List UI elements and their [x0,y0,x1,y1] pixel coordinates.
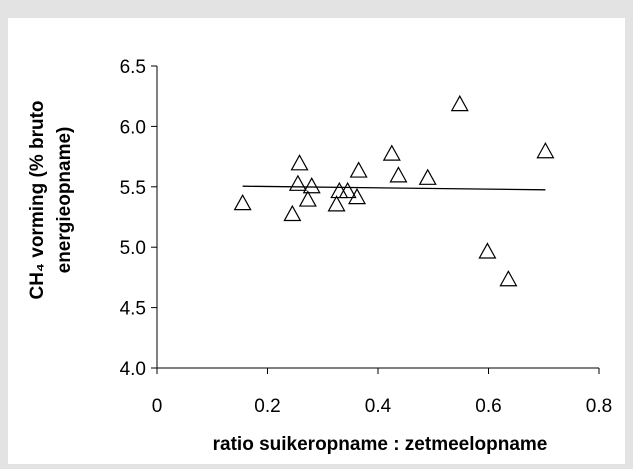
axes [151,65,600,374]
data-point [327,195,346,212]
data-point [478,242,497,259]
data-point [389,166,408,183]
tick-labels: 4.0 4.5 5.0 5.5 6.0 6.5 0 0.2 0.4 0.6 0.8 [120,57,613,417]
data-point [283,204,302,222]
y-axis-title-line2: energieopname) [54,127,75,274]
x-tick-label: 0.4 [365,396,392,417]
y-tick-label: 5.0 [120,238,146,259]
data-point [298,190,317,207]
data-point [382,144,401,161]
data-point [290,154,309,171]
x-tick-label: 0.6 [475,396,501,417]
y-tick-label: 6.5 [120,57,146,78]
data-point [536,142,555,159]
data-point [347,187,367,205]
points-layer [233,94,555,287]
data-point [233,193,252,211]
x-tick-label: 0.2 [254,396,280,417]
trendline-layer [242,185,546,191]
trendline [242,185,546,191]
data-point [450,94,469,112]
y-tick-label: 5.5 [120,178,146,199]
x-tick-label: 0.8 [586,396,612,417]
data-point [302,177,321,194]
y-tick-label: 6.0 [120,117,146,138]
data-point [288,174,307,191]
data-point [418,168,437,185]
data-point [349,161,368,178]
y-axis-title: CH₄ vorming (% bruto energieopname) [27,100,75,299]
y-axis-title-line1: CH₄ vorming (% bruto [27,100,48,299]
x-axis-title: ratio suikeropname : zetmeelopname [213,434,548,455]
plot-panel [8,18,625,464]
y-tick-label: 4.5 [120,299,146,320]
data-point [338,181,357,199]
y-tick-label: 4.0 [120,359,146,380]
data-point [499,270,518,287]
x-tick-label: 0 [152,396,163,417]
